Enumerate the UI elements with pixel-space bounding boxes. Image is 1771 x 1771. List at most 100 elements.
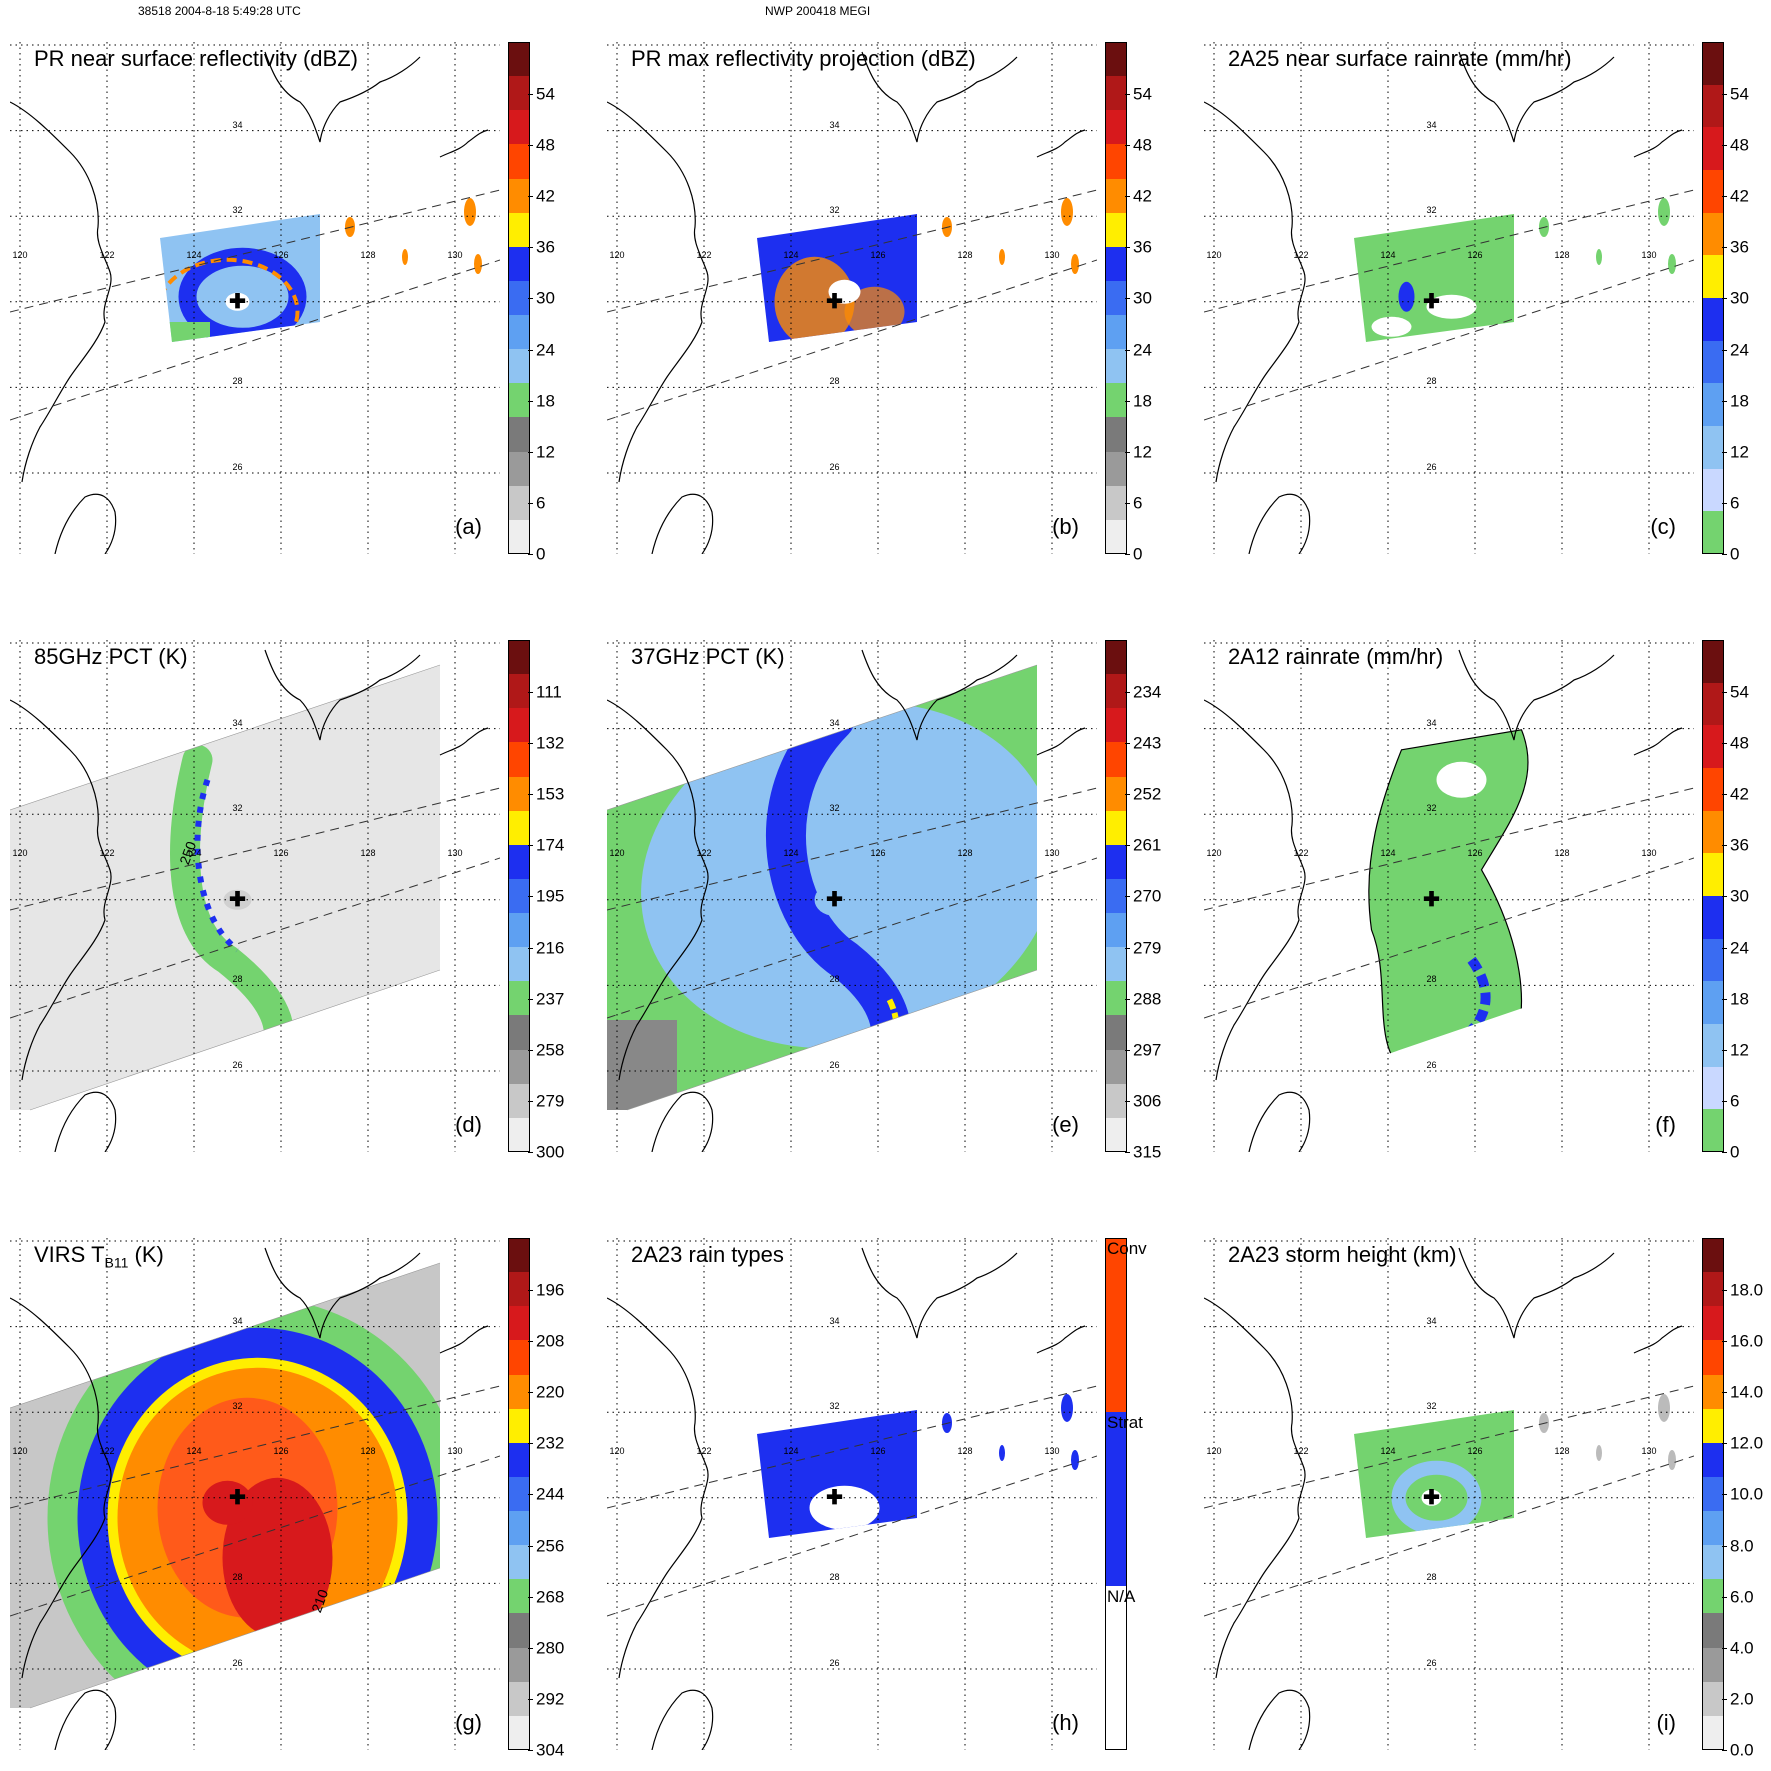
colorbar-tick-label: 24 [1133, 340, 1152, 360]
coastline [1204, 649, 1683, 1152]
lon-label: 128 [360, 1446, 376, 1457]
colorbar-tick [528, 794, 533, 796]
map-canvas [1204, 42, 1694, 554]
colorbar-segment [1105, 776, 1127, 812]
lon-label: 126 [870, 1446, 886, 1457]
colorbar-segment [1702, 981, 1724, 1025]
panel-c: 3634322826120122124126128130✚2A25 near s… [1204, 42, 1771, 563]
scan-edge [607, 664, 1038, 1111]
colorbar-tick-label: 6 [1730, 493, 1740, 513]
lat-label: 34 [829, 717, 840, 728]
panel-title: 2A23 storm height (km) [1228, 1242, 1457, 1267]
lon-label: 120 [609, 250, 625, 261]
colorbar-tick [1722, 1392, 1727, 1394]
colorbar-tick-label: 36 [1133, 237, 1152, 257]
lat-label: 28 [232, 376, 243, 387]
colorbar-frame [508, 1238, 530, 1750]
colorbar-tick [528, 1750, 533, 1751]
colorbar-tick [528, 196, 533, 198]
colorbar-segment [1702, 84, 1724, 128]
scan-edge [10, 1262, 441, 1709]
colorbar-segment [1105, 1412, 1127, 1587]
lon-label: 120 [1206, 1446, 1222, 1457]
colorbar-tick [528, 1392, 533, 1394]
panel-letter: (f) [1655, 1112, 1676, 1137]
colorbar-segment [1702, 212, 1724, 256]
colorbar-tick-label: 195 [536, 886, 565, 906]
colorbar-tick-label: 12 [536, 442, 555, 462]
colorbar-frame [1702, 1238, 1724, 1750]
title-main: VIRS T [34, 1242, 105, 1267]
map-canvas [607, 640, 1097, 1152]
colorbar-tick-label: Strat [1107, 1413, 1143, 1433]
panel-title: 85GHz PCT (K) [34, 644, 188, 669]
colorbar-tick-label: 270 [1133, 886, 1162, 906]
lon-label: 126 [1467, 1446, 1483, 1457]
colorbar-tick [1722, 554, 1727, 555]
colorbar-segment [1702, 127, 1724, 171]
panel-b: 3634322826120122124126128130✚PR max refl… [607, 42, 1187, 563]
colorbar-tick-label: 0.0 [1730, 1740, 1754, 1760]
colorbar-tick-label: 6 [536, 493, 546, 513]
colorbar-tick [528, 1647, 533, 1649]
colorbar-segment [1105, 742, 1127, 778]
colorbar-segment [508, 349, 530, 384]
colorbar-segment [508, 246, 530, 282]
colorbar-segment [508, 519, 530, 555]
colorbar-segment [508, 485, 530, 521]
colorbar-segment [1105, 349, 1127, 384]
panel-title: PR near surface reflectivity (dBZ) [34, 46, 358, 71]
colorbar-segment [508, 1476, 530, 1512]
colorbar-tick-label: 315 [1133, 1142, 1162, 1162]
colorbar-segment [1702, 1109, 1724, 1153]
lon-label: 122 [1293, 250, 1309, 261]
colorbar-tick [1125, 349, 1130, 351]
lat-label: 34 [829, 1315, 840, 1326]
title-unit: (K) [128, 1242, 164, 1267]
colorbar-segment [508, 1442, 530, 1478]
isolated-cells [942, 198, 1079, 274]
colorbar-segment [508, 451, 530, 487]
colorbar-tick-label: 174 [536, 835, 565, 855]
colorbar-frame [1105, 42, 1127, 554]
colorbar-tick [528, 845, 533, 847]
lat-label: 36 [829, 42, 839, 44]
colorbar-segment [1702, 853, 1724, 897]
colorbar-tick [528, 247, 533, 249]
swath-field [607, 665, 1037, 1110]
colorbar-segment [508, 913, 530, 948]
pr-swath-edges [607, 787, 1097, 1019]
colorbar-tick-label: 234 [1133, 682, 1162, 702]
colorbar-segment [1105, 1238, 1127, 1413]
colorbar-segment [1702, 810, 1724, 854]
colorbar-tick-label: 42 [1730, 186, 1749, 206]
colorbar-segment [508, 1306, 530, 1341]
panel-i: 36 34 32 28 26 120 122 124 126 128 130 ✚ 2A23 storm … [1204, 1238, 1771, 1759]
lon-label: 124 [783, 250, 799, 261]
colorbar-tick [1722, 1750, 1727, 1751]
colorbar-tick [1722, 349, 1727, 351]
lon-label: 124 [1380, 250, 1396, 261]
lat-label: 28 [829, 974, 840, 985]
storm-center-icon: ✚ [229, 888, 246, 911]
colorbar-tick-label: 12 [1730, 1040, 1749, 1060]
isolated-cells [942, 1394, 1079, 1470]
colorbar-tick [1722, 1698, 1727, 1700]
lat-label: 32 [232, 1401, 243, 1412]
lon-label: 130 [447, 1446, 463, 1457]
lat-label: 26 [232, 1658, 243, 1668]
colorbar-segment [508, 212, 530, 248]
colorbar-tick-label: 304 [536, 1740, 565, 1760]
colorbar-segment [1702, 896, 1724, 940]
panel-title: 2A25 near surface rainrate (mm/hr) [1228, 46, 1572, 71]
lat-label: 32 [232, 205, 243, 216]
pr-swath-edges [607, 189, 1097, 421]
colorbar-tick [1125, 845, 1130, 847]
colorbar-tick [528, 1545, 533, 1547]
colorbar-segment [1105, 810, 1127, 846]
lat-label: 36 [232, 42, 242, 44]
colorbar-segment [1702, 1476, 1724, 1512]
colorbar-tick-label: 54 [1133, 84, 1152, 104]
lon-label: 122 [696, 250, 712, 261]
colorbar-tick-label: 6.0 [1730, 1587, 1754, 1607]
